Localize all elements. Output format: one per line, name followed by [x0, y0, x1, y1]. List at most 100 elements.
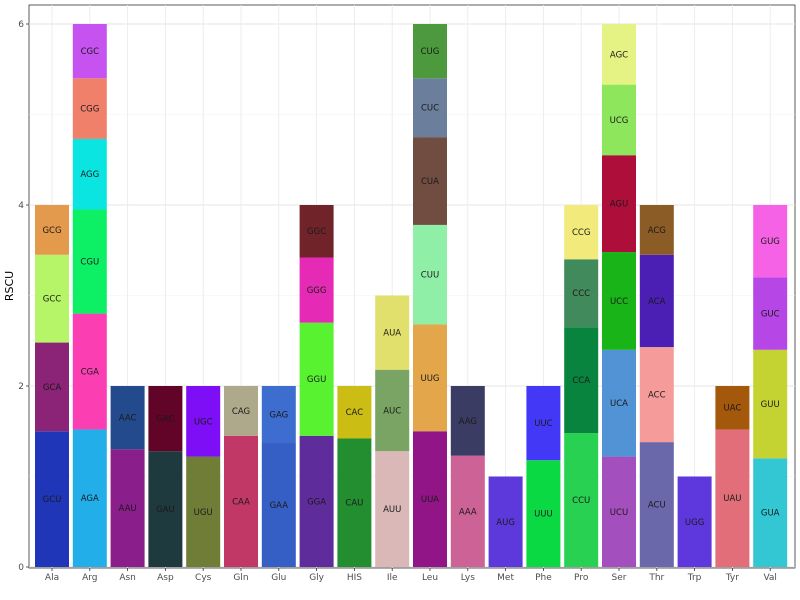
bar-segment-uua — [413, 431, 447, 567]
bar-segment-ucg — [602, 84, 636, 156]
bar-segment-guu — [753, 349, 788, 459]
bar-segment-uuc — [526, 386, 561, 461]
segment-label-cac: CAC — [346, 408, 364, 418]
segment-label-cau: CAU — [345, 499, 363, 509]
x-tick-label-cys: Cys — [195, 573, 212, 583]
bar-segment-aaa — [450, 455, 485, 567]
segment-label-ggg: GGG — [307, 286, 327, 296]
segment-label-gug: GUG — [760, 237, 779, 247]
bar-segment-cau — [337, 438, 372, 567]
bar-pro: CCU CCA CCC CCG — [564, 205, 599, 567]
bar-cys: UGU UGC — [186, 386, 221, 567]
bar-segment-cug — [413, 24, 447, 79]
segment-label-guu: GUU — [761, 400, 780, 410]
segment-label-aaa: AAA — [459, 507, 477, 517]
bar-segment-cgu — [72, 209, 107, 314]
segment-label-auu: AUU — [383, 505, 401, 515]
y-tick-label: 4 — [18, 201, 24, 211]
bar-met: AUG — [488, 476, 523, 567]
segment-label-uau: UAU — [723, 494, 741, 504]
bar-segment-ggu — [299, 322, 334, 436]
y-tick-label: 2 — [18, 382, 24, 392]
bar-segment-cga — [72, 313, 107, 430]
segment-label-ugc: UGC — [194, 417, 213, 427]
bar-segment-acu — [639, 442, 674, 567]
segment-label-ucu: UCU — [610, 508, 628, 518]
bar-segment-ccg — [564, 205, 599, 260]
bar-segment-agc — [602, 24, 636, 85]
bar-segment-ugg — [677, 476, 712, 567]
segment-label-uca: UCA — [610, 399, 628, 409]
bar-segment-aua — [375, 295, 410, 370]
segment-label-agc: AGC — [610, 50, 628, 60]
bar-segment-ugc — [186, 386, 221, 457]
bar-segment-aau — [110, 449, 145, 567]
segment-label-agg: AGG — [80, 170, 99, 180]
bar-segment-auc — [375, 369, 410, 452]
bar-segment-agg — [72, 138, 107, 210]
segment-label-auc: AUC — [383, 406, 401, 416]
x-tick-label-glu: Glu — [271, 573, 286, 583]
bar-segment-aca — [639, 254, 674, 348]
bar-segment-cgg — [72, 78, 107, 139]
y-axis: 0 2 4 6 — [18, 20, 29, 573]
bar-gly: GGA GGU GGG GGC — [299, 205, 334, 567]
segment-label-aac: AAC — [119, 414, 137, 424]
x-tick-label-asp: Asp — [157, 573, 174, 583]
bar-segment-cua — [413, 137, 447, 225]
x-tick-label-arg: Arg — [82, 573, 97, 583]
segment-label-ucg: UCG — [610, 116, 629, 126]
bar-gln: CAA CAG — [224, 386, 258, 567]
segment-label-gcu: GCU — [43, 495, 62, 505]
x-tick-label-gln: Gln — [233, 573, 248, 583]
segment-label-acg: ACG — [648, 226, 666, 236]
segment-label-ggc: GGC — [307, 227, 326, 237]
bar-segment-cac — [337, 386, 372, 439]
segment-label-cug: CUG — [421, 47, 440, 57]
bar-segment-ugu — [186, 456, 221, 567]
bar-segment-uca — [602, 349, 636, 457]
x-tick-label-trp: Trp — [687, 573, 702, 583]
bar-segment-gau — [148, 451, 183, 567]
segment-label-gua: GUA — [761, 509, 780, 519]
segment-label-gga: GGA — [307, 497, 326, 507]
segment-label-gcg: GCG — [42, 226, 61, 236]
segment-label-uuc: UUC — [534, 419, 552, 429]
bar-segment-agu — [602, 155, 636, 253]
bar-thr: ACU ACC ACA ACG — [639, 205, 674, 567]
segment-label-cgu: CGU — [80, 258, 99, 268]
segment-label-gaa: GAA — [270, 501, 289, 511]
bar-segment-aag — [450, 386, 485, 456]
segment-label-uug: UUG — [420, 374, 439, 384]
y-tick-label: 0 — [18, 563, 24, 573]
bar-his: CAU CAC — [337, 386, 372, 567]
segment-label-uac: UAC — [723, 404, 741, 414]
segment-label-cgc: CGC — [81, 47, 100, 57]
bar-segment-aga — [72, 429, 107, 567]
segment-label-aug: AUG — [496, 518, 515, 528]
bar-segment-uuu — [526, 460, 561, 567]
x-tick-label-met: Met — [497, 573, 514, 583]
segment-label-cua: CUA — [421, 177, 439, 187]
y-tick-label: 6 — [18, 20, 24, 30]
bar-segment-gcg — [35, 205, 69, 255]
segment-label-acc: ACC — [648, 391, 666, 401]
segment-label-gcc: GCC — [43, 295, 62, 305]
bar-segment-acg — [639, 205, 674, 255]
bar-ser: UCU UCA UCC AGU UCG AGC — [602, 24, 636, 567]
segment-label-ucc: UCC — [610, 297, 628, 307]
x-tick-label-ala: Ala — [45, 573, 59, 583]
segment-label-ugu: UGU — [194, 508, 213, 518]
bar-ile: AUU AUC AUA — [375, 295, 410, 567]
bar-segment-uac — [715, 386, 750, 430]
bar-segment-gac — [148, 386, 183, 452]
segment-label-uuu: UUU — [534, 510, 553, 520]
bar-segment-ggg — [299, 257, 334, 323]
segment-label-ugg: UGG — [685, 518, 704, 528]
bar-leu: UUA UUG CUU CUA CUC CUG — [413, 24, 447, 567]
bar-segment-gca — [35, 342, 69, 432]
segment-label-gag: GAG — [269, 411, 288, 421]
x-tick-label-val: Val — [763, 573, 776, 583]
bar-arg: AGA CGA CGU AGG CGG CGC — [72, 24, 107, 567]
